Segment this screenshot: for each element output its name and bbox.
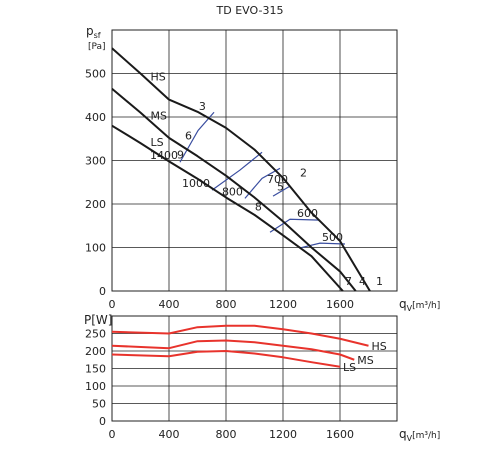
- y-tick-label: 50: [92, 398, 106, 411]
- axis-label: qV[m³/h]: [399, 297, 440, 313]
- contour-label: 800: [222, 185, 243, 198]
- y-tick-label: 500: [85, 68, 106, 81]
- series-line: [111, 124, 344, 292]
- axis-unit: [W]: [91, 313, 112, 327]
- point-label: 7: [345, 275, 352, 288]
- point-label: 4: [359, 275, 366, 288]
- x-tick-label: 0: [109, 428, 116, 441]
- y-tick-label: 150: [85, 363, 106, 376]
- point-label: 8: [255, 200, 262, 213]
- series-label: LS: [343, 361, 356, 374]
- x-tick-label: 1600: [326, 428, 354, 441]
- series-line: [111, 324, 369, 347]
- series-label: LS: [151, 136, 164, 149]
- axis-symbol: p: [86, 24, 94, 38]
- axis-label: psf [Pa]: [86, 24, 106, 52]
- y-tick-label: 0: [99, 415, 106, 428]
- series-line: [111, 350, 341, 368]
- y-tick-label: 200: [85, 198, 106, 211]
- axis-symbol: q: [399, 427, 407, 441]
- series-label: MS: [151, 109, 167, 122]
- axis-symbol: P: [84, 313, 91, 327]
- point-label: 9: [177, 149, 184, 162]
- y-tick-label: 100: [85, 242, 106, 255]
- axis-label: P[W]: [84, 313, 112, 327]
- x-tick-label: 400: [159, 428, 180, 441]
- series-label: HS: [151, 71, 166, 84]
- chart-title: TD EVO-315: [216, 4, 284, 17]
- noise-contour: [269, 218, 321, 233]
- x-tick-label: 400: [159, 298, 180, 311]
- noise-contour: [299, 242, 346, 249]
- point-label: 3: [199, 100, 206, 113]
- series-line: [111, 87, 357, 292]
- axis-subscript: sf: [94, 31, 101, 40]
- axis-unit: [m³/h]: [412, 301, 440, 311]
- axis-label: qV[m³/h]: [399, 427, 440, 443]
- series-line: [111, 339, 355, 361]
- axis-subscript: V: [407, 304, 413, 313]
- x-tick-label: 1200: [269, 428, 297, 441]
- contour-label: 600: [297, 207, 318, 220]
- noise-contour: [244, 167, 281, 199]
- noise-contour: [211, 151, 263, 191]
- axis-unit: [Pa]: [88, 42, 106, 52]
- y-tick-label: 400: [85, 111, 106, 124]
- plot-frame: [111, 315, 398, 422]
- noise-contour: [272, 185, 291, 197]
- axis-symbol: q: [399, 297, 407, 311]
- point-label: 1: [376, 275, 383, 288]
- series-label: MS: [357, 354, 373, 367]
- x-tick-label: 800: [216, 298, 237, 311]
- y-tick-label: 100: [85, 380, 106, 393]
- axis-unit: [m³/h]: [412, 431, 440, 441]
- y-tick-label: 0: [99, 285, 106, 298]
- x-tick-label: 1600: [326, 298, 354, 311]
- contour-label: 500: [322, 231, 343, 244]
- axis-subscript: V: [407, 434, 413, 443]
- y-tick-label: 200: [85, 345, 106, 358]
- x-tick-label: 800: [216, 428, 237, 441]
- x-tick-label: 1200: [269, 298, 297, 311]
- point-label: 2: [300, 166, 307, 179]
- x-tick-label: 0: [109, 298, 116, 311]
- contour-label: 1000: [182, 177, 210, 190]
- plot-frame: [111, 29, 398, 292]
- series-label: HS: [372, 340, 387, 353]
- series-line: [111, 47, 371, 292]
- point-label: 6: [185, 129, 192, 142]
- y-tick-label: 250: [85, 328, 106, 341]
- point-label: 5: [277, 180, 284, 193]
- y-tick-label: 300: [85, 155, 106, 168]
